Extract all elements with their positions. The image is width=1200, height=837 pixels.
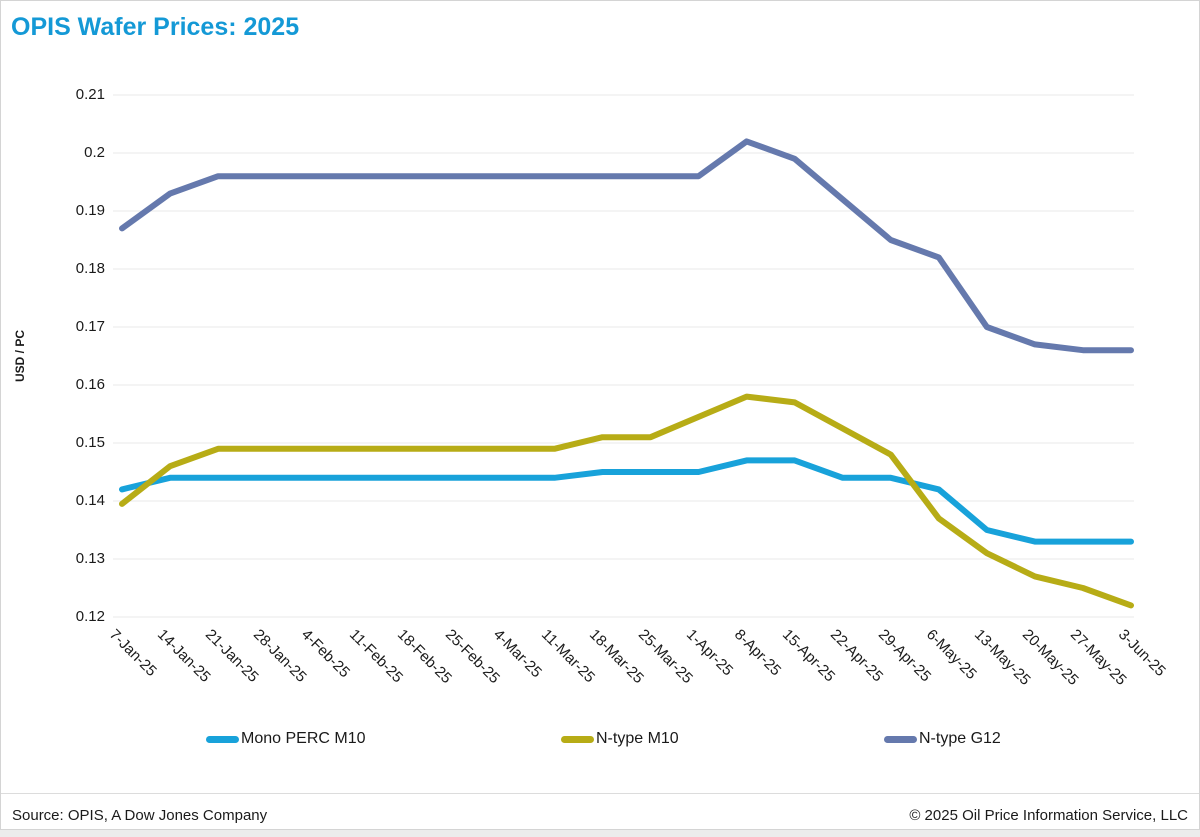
legend-label: N-type M10 (596, 730, 679, 747)
legend-item-mono-perc-m10: Mono PERC M10 (206, 728, 366, 750)
y-tick-label: 0.2 (84, 144, 105, 161)
legend-swatch-n-type-m10 (561, 735, 594, 743)
y-tick-label: 0.13 (75, 550, 105, 567)
page-title: OPIS Wafer Prices: 2025 (11, 13, 300, 41)
y-tick-label: 0.12 (75, 608, 105, 625)
legend-swatch-mono-perc-m10 (206, 735, 239, 743)
y-tick-label: 0.17 (75, 318, 105, 335)
y-tick-label: 0.15 (75, 434, 105, 451)
y-axis-title: USD / PC (13, 330, 27, 383)
legend-label: N-type G12 (919, 730, 1001, 747)
price-chart: 0.21 0.2 0.19 0.18 0.17 0.16 0.15 0.14 0.13 0.12 … (1, 1, 1200, 791)
y-tick-label: 0.14 (75, 492, 105, 509)
copyright-note: © 2025 Oil Price Information Service, LL… (909, 807, 1188, 824)
y-tick-label: 0.16 (75, 376, 105, 393)
source-note: Source: OPIS, A Dow Jones Company (12, 807, 268, 824)
chart-legend: Mono PERC M10 N-type M10 N-type G12 (1, 728, 1200, 750)
y-tick-label: 0.21 (75, 86, 105, 103)
series-line-mono-perc-m10 (119, 457, 1134, 545)
y-tick-label: 0.18 (75, 260, 105, 277)
footer-divider (1, 793, 1199, 794)
legend-item-n-type-m10: N-type M10 (561, 728, 679, 750)
series-line-n-type-g12 (119, 138, 1134, 354)
legend-label: Mono PERC M10 (241, 730, 366, 747)
footer: Source: OPIS, A Dow Jones Company © 2025… (1, 807, 1199, 824)
plot-area (113, 94, 1134, 618)
y-tick-label: 0.19 (75, 202, 105, 219)
legend-swatch-n-type-g12 (884, 735, 917, 743)
series-line-n-type-m10 (119, 393, 1134, 609)
legend-item-n-type-g12: N-type G12 (884, 728, 1001, 750)
